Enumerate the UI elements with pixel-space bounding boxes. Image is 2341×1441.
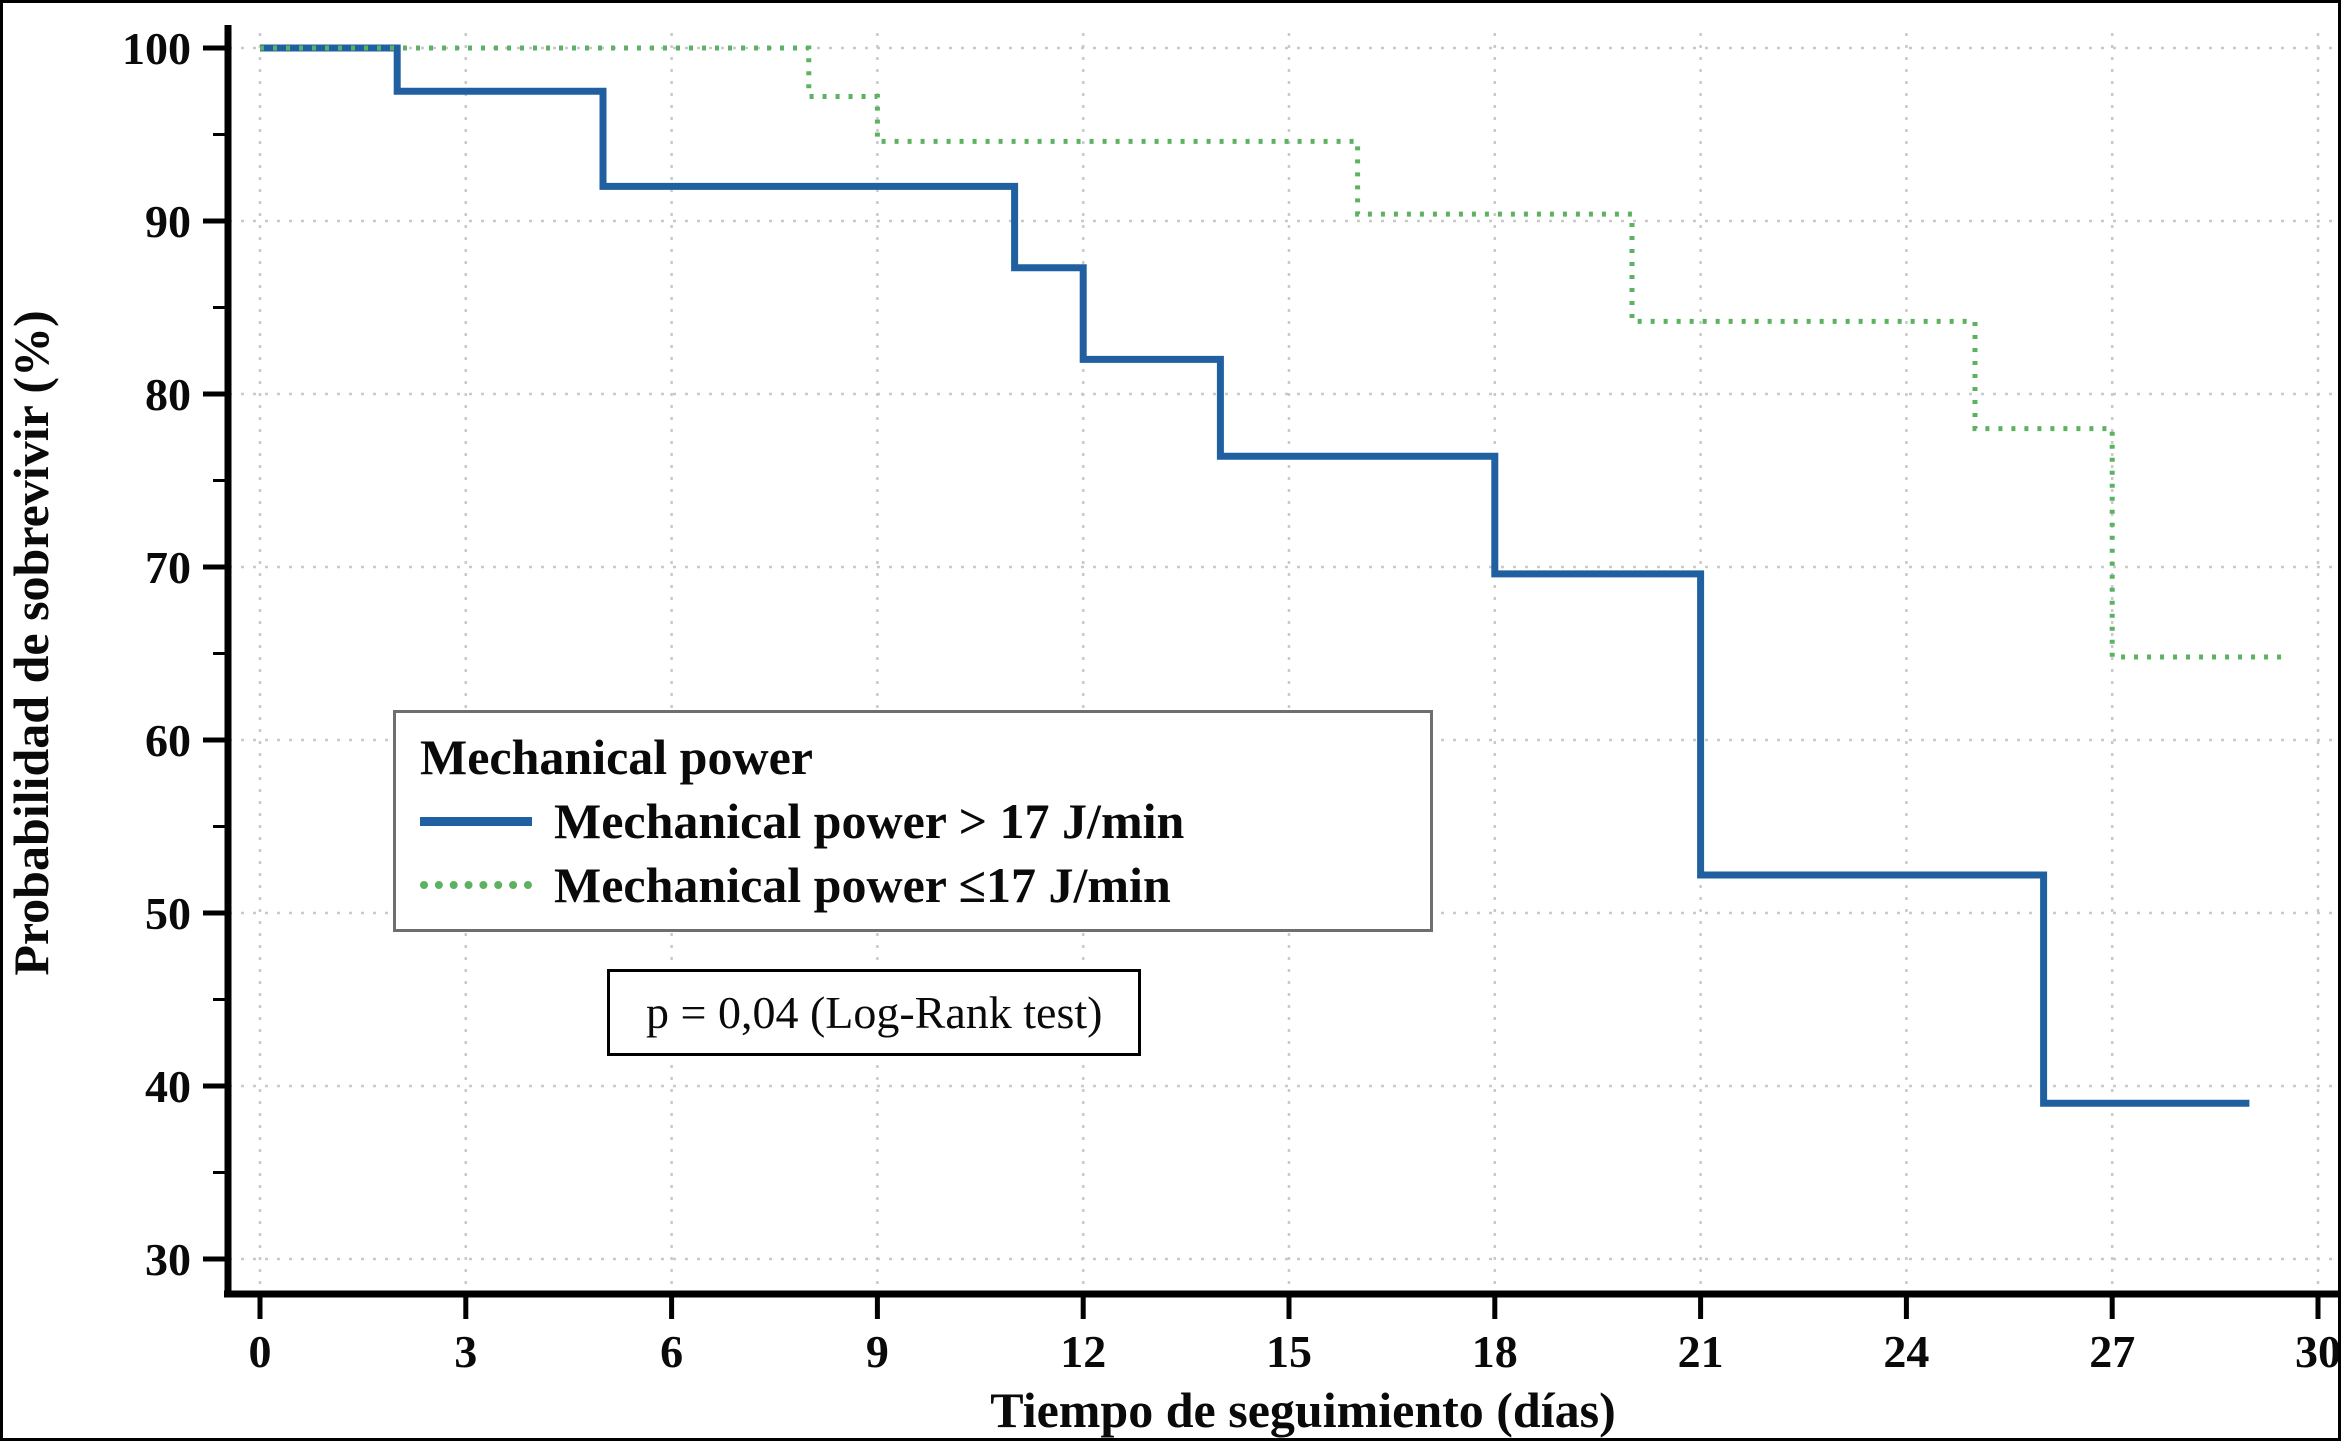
- green-dotted-line-sample: [420, 881, 532, 889]
- x-tick-label: 15: [1266, 1326, 1312, 1377]
- x-tick-label: 21: [1678, 1326, 1724, 1377]
- x-tick-label: 3: [454, 1326, 477, 1377]
- survival-chart: 30 40 50 60 70 80 90 100 0 3 6 9 12 15 18 21 24 27 30 Prob…: [3, 23, 2341, 1438]
- x-tick-label: 6: [660, 1326, 683, 1377]
- y-tick-label: 80: [145, 369, 191, 420]
- x-tick-label: 27: [2089, 1326, 2135, 1377]
- legend-title: Mechanical power: [420, 729, 813, 785]
- chart-legend: Mechanical power Mechanical power > 17 J…: [393, 710, 1433, 932]
- x-tick-label: 30: [2295, 1326, 2341, 1377]
- y-tick-label: 70: [145, 542, 191, 593]
- p-value-annotation: p = 0,04 (Log-Rank test): [607, 969, 1142, 1056]
- x-tick-label: 9: [866, 1326, 889, 1377]
- x-tick-label: 12: [1060, 1326, 1106, 1377]
- legend-item-mp-gt-17: Mechanical power > 17 J/min: [420, 789, 1406, 853]
- legend-label-mp-gt-17: Mechanical power > 17 J/min: [554, 793, 1185, 849]
- x-tick-label: 18: [1472, 1326, 1518, 1377]
- y-tick-label: 90: [145, 196, 191, 247]
- y-tick-label: 100: [122, 23, 191, 74]
- y-axis-label: Probabilidad de sobrevivir (%): [3, 310, 59, 975]
- survival-curve-mp-gt-17: [260, 44, 2250, 1107]
- y-tick-label: 50: [145, 888, 191, 939]
- x-axis-label: Tiempo de seguimiento (días): [990, 1382, 1616, 1438]
- y-tick-label: 40: [145, 1061, 191, 1112]
- x-tick-label: 0: [249, 1326, 272, 1377]
- survival-curve-mp-le-17: [260, 45, 2284, 660]
- legend-item-mp-le-17: Mechanical power ≤17 J/min: [420, 853, 1406, 917]
- chart-plot-area: 30 40 50 60 70 80 90 100 0 3 6 9 12 15 18 21 24 27 30: [122, 23, 2341, 1377]
- y-tick-label: 60: [145, 715, 191, 766]
- x-tick-label: 24: [1883, 1326, 1929, 1377]
- y-tick-label: 30: [145, 1234, 191, 1285]
- blue-solid-line-sample: [420, 816, 532, 826]
- legend-label-mp-le-17: Mechanical power ≤17 J/min: [554, 857, 1171, 913]
